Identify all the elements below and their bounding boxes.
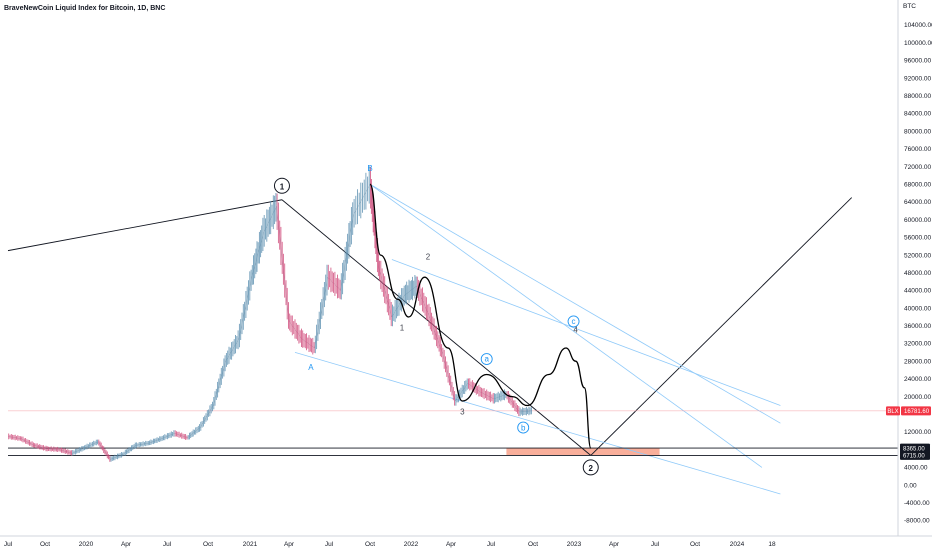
wave-label: 3 (460, 407, 465, 416)
y-tick-label: 28000.00 (904, 358, 931, 365)
y-tick-label: 40000.00 (904, 305, 931, 312)
y-tick-label: 84000.00 (904, 111, 931, 118)
badge-value-bg (900, 443, 930, 453)
y-tick-label: 0.00 (904, 482, 917, 489)
x-tick-label: Apr (284, 541, 295, 548)
y-tick-label: 100000.00 (904, 40, 932, 47)
price-badge: 8365.00 (900, 443, 930, 453)
wave-label: 1 (280, 182, 285, 191)
y-tick-label: 72000.00 (904, 164, 931, 171)
y-tick-label: 68000.00 (904, 181, 931, 188)
price-badge: BLX 16781.60 (886, 406, 931, 416)
y-tick-label: 64000.00 (904, 199, 931, 206)
x-tick-label: 2023 (567, 541, 582, 548)
y-tick-label: 56000.00 (904, 235, 931, 242)
x-tick-label: Oct (528, 541, 538, 548)
y-tick-label: 60000.00 (904, 217, 931, 224)
wave-label: b (521, 423, 526, 432)
wave-label: 2 (589, 464, 594, 473)
x-tick-label: Jul (651, 541, 660, 548)
wave-circle-small (517, 421, 530, 434)
wave-label: a (484, 355, 489, 364)
y-tick-label: 24000.00 (904, 376, 931, 383)
x-tick-label: Apr (609, 541, 620, 548)
wave-label: c (572, 317, 576, 326)
y-tick-label: 52000.00 (904, 252, 931, 259)
wave-circle (582, 459, 599, 476)
y-tick-label: 48000.00 (904, 270, 931, 277)
channel-line-4[interactable] (369, 183, 763, 468)
y-tick-label: -8000.00 (904, 518, 930, 525)
y-tick-label: 44000.00 (904, 288, 931, 295)
unit-label: BTC (903, 3, 916, 10)
badge-value: 8365.00 (903, 446, 925, 452)
y-tick-label: 12000.00 (904, 429, 931, 436)
x-axis[interactable]: Jul Oct 2020 Apr Jul Oct 2021 Apr Jul Oct 2022 Apr J… (4, 541, 776, 548)
x-tick-label: 2020 (79, 541, 94, 548)
x-tick-label: Oct (40, 541, 50, 548)
wave-label: A (308, 363, 314, 372)
badge-symbol-bg (886, 406, 900, 416)
wave-label: B (367, 164, 372, 173)
price-series-layer (7, 166, 533, 462)
wave-circle-small (567, 315, 580, 328)
chart-title: BraveNewCoin Liquid Index for Bitcoin, 1… (4, 5, 165, 12)
y-tick-label: 4000.00 (904, 465, 928, 472)
projection-path[interactable] (369, 183, 592, 449)
y-tick-label: 36000.00 (904, 323, 931, 330)
y-tick-label: 76000.00 (904, 146, 931, 153)
price-line (7, 183, 533, 460)
x-tick-label: Jul (325, 541, 334, 548)
y-tick-label: 88000.00 (904, 93, 931, 100)
y-tick-label: 32000.00 (904, 341, 931, 348)
badge-value-bg (901, 406, 931, 416)
target-zone-layer (506, 448, 660, 456)
trendline-layer[interactable] (7, 183, 898, 495)
y-tick-label: -4000.00 (904, 500, 930, 507)
x-tick-label: Apr (446, 541, 457, 548)
wave-label: 2 (426, 252, 431, 261)
wave-label-layer: 1 2 A B 1 2 3 4 a b c (273, 164, 599, 476)
x-tick-label: Jul (163, 541, 172, 548)
badge-value: 6715.00 (903, 454, 925, 460)
x-tick-label: Jul (4, 541, 13, 548)
x-tick-label: Apr (121, 541, 132, 548)
y-tick-label: 80000.00 (904, 128, 931, 135)
y-tick-label: 92000.00 (904, 75, 931, 82)
x-tick-label: Oct (365, 541, 375, 548)
wave-line-3[interactable] (590, 197, 853, 456)
x-tick-label: 2021 (243, 541, 258, 548)
y-tick-label: 20000.00 (904, 394, 931, 401)
projection-layer[interactable] (369, 183, 592, 449)
x-tick-label: 18 (768, 541, 776, 548)
y-tick-label: 96000.00 (904, 58, 931, 65)
price-badge: 6715.00 (900, 450, 930, 460)
badge-value-bg (900, 450, 930, 460)
wave-circle-small (480, 353, 493, 365)
wave-label: 4 (573, 325, 578, 334)
x-tick-label: 2022 (404, 541, 419, 548)
x-tick-label: Oct (203, 541, 213, 548)
x-tick-label: 2024 (730, 541, 745, 548)
x-tick-label: Jul (487, 541, 496, 548)
price-badge-layer: BLX 16781.60 8365.00 6715.00 (886, 406, 931, 460)
wave-line-1[interactable] (7, 199, 283, 252)
target-zone[interactable] (506, 448, 660, 456)
y-axis[interactable]: 104000.00 100000.00 96000.00 92000.00 88000.… (904, 22, 932, 525)
wave-label: 1 (400, 323, 405, 332)
channel-line-6[interactable] (391, 259, 781, 406)
wave-circle (273, 177, 290, 194)
channel-line-5[interactable] (369, 183, 781, 424)
y-tick-label: 104000.00 (904, 22, 932, 29)
badge-value: 16781.60 (904, 409, 930, 415)
channel-line-7[interactable] (294, 351, 781, 495)
badge-symbol: BLX (887, 409, 898, 415)
x-tick-label: Oct (690, 541, 700, 548)
